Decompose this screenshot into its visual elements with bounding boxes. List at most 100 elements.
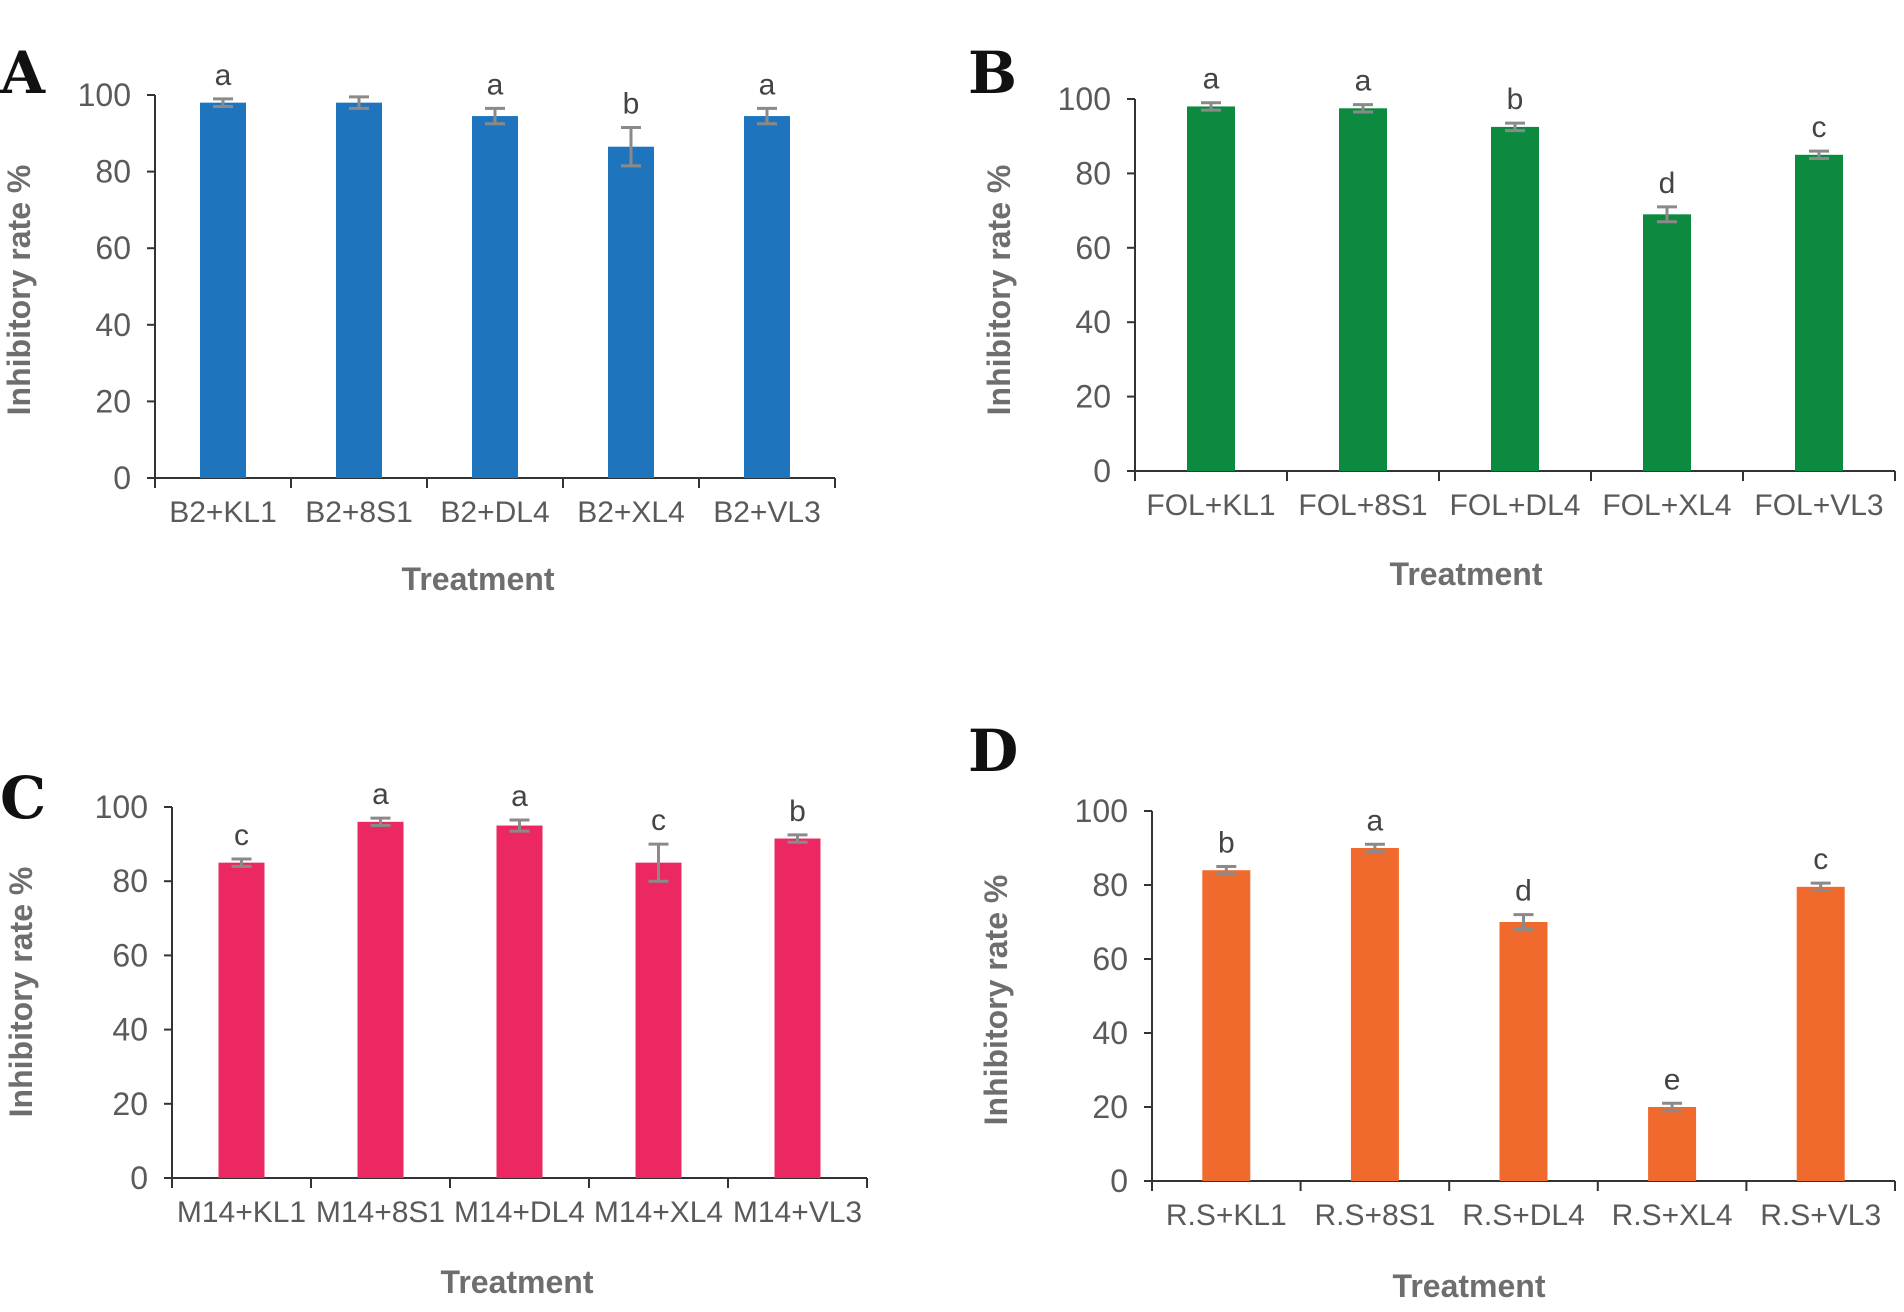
x-tick-label: M14+VL3: [733, 1196, 862, 1229]
x-tick-label: R.S+DL4: [1462, 1199, 1585, 1232]
y-tick-label: 0: [1093, 453, 1111, 489]
significance-letter: c: [1813, 843, 1828, 876]
x-tick-label: FOL+VL3: [1754, 489, 1883, 522]
significance-letter: a: [1203, 63, 1220, 96]
significance-letter: a: [372, 778, 389, 811]
x-tick-label: M14+8S1: [316, 1196, 445, 1229]
y-tick-label: 100: [1075, 793, 1128, 829]
panel-b: B Inhibitory rate % 0 20 40 60 80 100 a FOL+KL1 a F…: [968, 39, 1896, 592]
y-tick-label: 60: [1092, 941, 1128, 977]
significance-letter: c: [651, 804, 666, 837]
significance-letter: a: [487, 68, 504, 101]
bar: [1796, 886, 1845, 1181]
y-tick-label: 80: [112, 863, 148, 899]
x-tick-label: FOL+KL1: [1146, 489, 1275, 522]
bar: [774, 838, 821, 1178]
y-tick-label: 80: [1075, 155, 1111, 191]
bar: [1187, 106, 1235, 471]
significance-letter: c: [234, 819, 249, 852]
y-tick-label: 80: [95, 154, 131, 190]
panel-a: A Inhibitory rate % 0 20 40 60 80 100 a B2+KL1 B2+…: [0, 39, 836, 597]
significance-letter: b: [1507, 83, 1524, 116]
bar: [472, 116, 518, 478]
x-tick-label: M14+KL1: [177, 1196, 306, 1229]
significance-letter: a: [759, 68, 776, 101]
bar: [357, 821, 404, 1178]
bar: [1643, 214, 1691, 471]
y-tick-label: 60: [95, 230, 131, 266]
y-tick-label: 40: [95, 307, 131, 343]
significance-letter: a: [1367, 804, 1384, 837]
y-tick-label: 100: [1058, 81, 1111, 117]
significance-letter: a: [1355, 65, 1372, 98]
x-tick-label: M14+DL4: [454, 1196, 585, 1229]
y-axis-title: Inhibitory rate %: [981, 165, 1017, 416]
bar: [635, 862, 682, 1178]
significance-letter: b: [623, 88, 640, 121]
y-tick-label: 60: [1075, 230, 1111, 266]
y-tick-label: 20: [1092, 1089, 1128, 1125]
bar: [218, 862, 265, 1178]
x-tick-label: FOL+XL4: [1602, 489, 1731, 522]
significance-letter: b: [1218, 827, 1235, 860]
panel-letter: A: [0, 39, 46, 107]
x-axis-title: Treatment: [441, 1264, 594, 1300]
x-tick-label: B2+8S1: [305, 496, 413, 529]
x-axis-title: Treatment: [1393, 1268, 1546, 1304]
x-tick-label: R.S+XL4: [1612, 1199, 1733, 1232]
bar: [1350, 848, 1399, 1181]
x-axis-title: Treatment: [402, 561, 555, 597]
x-tick-label: B2+VL3: [713, 496, 821, 529]
bar: [496, 825, 543, 1178]
bar: [1795, 154, 1843, 472]
panel-letter: C: [0, 764, 46, 832]
y-tick-label: 20: [95, 383, 131, 419]
y-tick-label: 40: [112, 1012, 148, 1048]
significance-letter: a: [511, 780, 528, 813]
y-tick-label: 60: [112, 937, 148, 973]
bar: [200, 102, 246, 478]
bar: [1491, 126, 1539, 472]
y-tick-label: 100: [95, 789, 148, 825]
bar: [336, 102, 382, 478]
x-tick-label: B2+XL4: [577, 496, 685, 529]
bar: [1648, 1107, 1697, 1181]
panel-letter: D: [968, 717, 1018, 785]
x-tick-label: R.S+VL3: [1760, 1199, 1881, 1232]
y-axis-title: Inhibitory rate %: [3, 867, 39, 1118]
y-tick-label: 40: [1092, 1015, 1128, 1051]
panel-d: D Inhibitory rate % 0 20 40 60 80 100 b R.S+KL1 a R…: [968, 717, 1896, 1304]
panel-c: C Inhibitory rate % 0 20 40 60 80 100 c M14+KL1 a M…: [0, 764, 868, 1300]
bar: [1202, 870, 1251, 1181]
y-tick-label: 0: [1110, 1163, 1128, 1199]
y-tick-label: 20: [1075, 379, 1111, 415]
x-tick-label: FOL+DL4: [1450, 489, 1581, 522]
x-tick-label: B2+KL1: [169, 496, 277, 529]
x-tick-label: FOL+8S1: [1298, 489, 1427, 522]
x-tick-label: R.S+8S1: [1314, 1199, 1435, 1232]
x-tick-label: R.S+KL1: [1166, 1199, 1287, 1232]
bar: [1339, 108, 1387, 472]
bar: [608, 146, 654, 478]
x-tick-label: M14+XL4: [594, 1196, 723, 1229]
bar: [1499, 922, 1548, 1181]
significance-letter: c: [1812, 111, 1827, 144]
y-tick-label: 40: [1075, 304, 1111, 340]
significance-letter: b: [789, 795, 806, 828]
x-axis-title: Treatment: [1390, 556, 1543, 592]
significance-letter: d: [1659, 167, 1676, 200]
significance-letter: e: [1664, 1063, 1681, 1096]
y-tick-label: 20: [112, 1086, 148, 1122]
panel-letter: B: [968, 39, 1017, 107]
y-tick-label: 0: [113, 460, 131, 496]
significance-letter: a: [215, 59, 232, 92]
y-axis-title: Inhibitory rate %: [978, 875, 1014, 1126]
y-tick-label: 0: [130, 1160, 148, 1196]
x-tick-label: B2+DL4: [440, 496, 549, 529]
bar: [744, 116, 790, 478]
significance-letter: d: [1515, 875, 1532, 908]
y-axis-title: Inhibitory rate %: [1, 165, 37, 416]
y-tick-label: 100: [78, 77, 131, 113]
y-tick-label: 80: [1092, 867, 1128, 903]
